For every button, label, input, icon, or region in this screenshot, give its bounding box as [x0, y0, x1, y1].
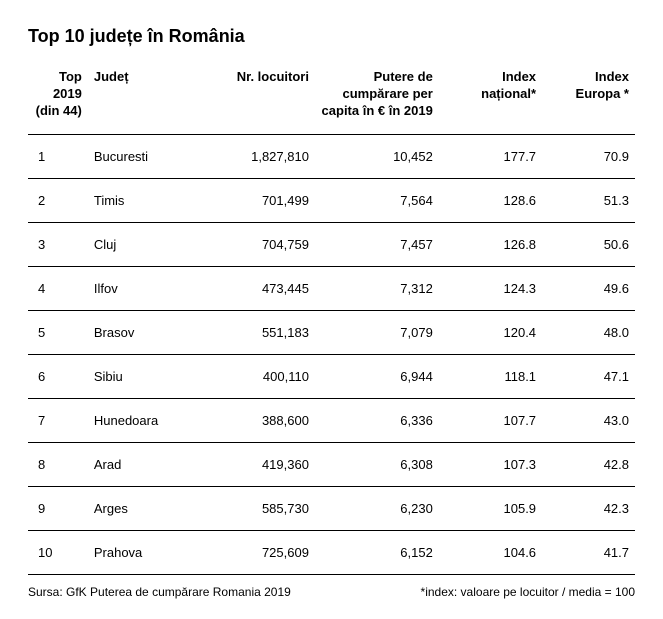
- table-body: 1 Bucuresti 1,827,810 10,452 177.7 70.9 …: [28, 134, 635, 574]
- cell-natidx: 177.7: [439, 134, 542, 178]
- cell-natidx: 118.1: [439, 354, 542, 398]
- cell-judet: Arges: [88, 486, 212, 530]
- cell-euidx: 50.6: [542, 222, 635, 266]
- table-row: 7 Hunedoara 388,600 6,336 107.7 43.0: [28, 398, 635, 442]
- judete-table: Top 2019 (din 44) Județ Nr. locuitori Pu…: [28, 65, 635, 575]
- cell-power: 7,079: [315, 310, 439, 354]
- table-row: 8 Arad 419,360 6,308 107.3 42.8: [28, 442, 635, 486]
- cell-euidx: 42.3: [542, 486, 635, 530]
- table-row: 1 Bucuresti 1,827,810 10,452 177.7 70.9: [28, 134, 635, 178]
- cell-natidx: 128.6: [439, 178, 542, 222]
- col-header-judet: Județ: [88, 65, 212, 134]
- cell-euidx: 47.1: [542, 354, 635, 398]
- cell-natidx: 105.9: [439, 486, 542, 530]
- footer-source: Sursa: GfK Puterea de cumpărare Romania …: [28, 585, 291, 599]
- cell-power: 6,336: [315, 398, 439, 442]
- cell-euidx: 48.0: [542, 310, 635, 354]
- cell-natidx: 107.3: [439, 442, 542, 486]
- cell-pop: 704,759: [212, 222, 315, 266]
- table-footer: Sursa: GfK Puterea de cumpărare Romania …: [28, 575, 635, 599]
- cell-power: 7,457: [315, 222, 439, 266]
- cell-rank: 4: [28, 266, 88, 310]
- table-row: 6 Sibiu 400,110 6,944 118.1 47.1: [28, 354, 635, 398]
- table-row: 9 Arges 585,730 6,230 105.9 42.3: [28, 486, 635, 530]
- cell-judet: Brasov: [88, 310, 212, 354]
- cell-rank: 2: [28, 178, 88, 222]
- cell-rank: 7: [28, 398, 88, 442]
- cell-power: 6,152: [315, 530, 439, 574]
- page-title: Top 10 județe în România: [28, 26, 635, 47]
- col-header-natidx: Index național*: [439, 65, 542, 134]
- cell-judet: Prahova: [88, 530, 212, 574]
- cell-rank: 5: [28, 310, 88, 354]
- cell-power: 7,564: [315, 178, 439, 222]
- table-container: Top 10 județe în România Top 2019 (din 4…: [0, 0, 663, 619]
- cell-euidx: 51.3: [542, 178, 635, 222]
- cell-pop: 400,110: [212, 354, 315, 398]
- col-header-pop: Nr. locuitori: [212, 65, 315, 134]
- cell-euidx: 42.8: [542, 442, 635, 486]
- cell-euidx: 49.6: [542, 266, 635, 310]
- cell-pop: 473,445: [212, 266, 315, 310]
- cell-natidx: 107.7: [439, 398, 542, 442]
- cell-pop: 388,600: [212, 398, 315, 442]
- cell-euidx: 70.9: [542, 134, 635, 178]
- col-header-rank: Top 2019 (din 44): [28, 65, 88, 134]
- cell-judet: Timis: [88, 178, 212, 222]
- col-header-power: Putere de cumpărare per capita în € în 2…: [315, 65, 439, 134]
- cell-natidx: 120.4: [439, 310, 542, 354]
- table-row: 2 Timis 701,499 7,564 128.6 51.3: [28, 178, 635, 222]
- cell-pop: 551,183: [212, 310, 315, 354]
- cell-judet: Arad: [88, 442, 212, 486]
- cell-rank: 6: [28, 354, 88, 398]
- cell-rank: 8: [28, 442, 88, 486]
- cell-judet: Ilfov: [88, 266, 212, 310]
- footer-note: *index: valoare pe locuitor / media = 10…: [421, 585, 635, 599]
- cell-rank: 9: [28, 486, 88, 530]
- cell-euidx: 43.0: [542, 398, 635, 442]
- cell-power: 7,312: [315, 266, 439, 310]
- cell-power: 10,452: [315, 134, 439, 178]
- cell-natidx: 124.3: [439, 266, 542, 310]
- table-row: 3 Cluj 704,759 7,457 126.8 50.6: [28, 222, 635, 266]
- table-row: 10 Prahova 725,609 6,152 104.6 41.7: [28, 530, 635, 574]
- cell-euidx: 41.7: [542, 530, 635, 574]
- cell-judet: Cluj: [88, 222, 212, 266]
- cell-pop: 725,609: [212, 530, 315, 574]
- cell-rank: 1: [28, 134, 88, 178]
- col-header-euidx: Index Europa *: [542, 65, 635, 134]
- table-row: 5 Brasov 551,183 7,079 120.4 48.0: [28, 310, 635, 354]
- table-row: 4 Ilfov 473,445 7,312 124.3 49.6: [28, 266, 635, 310]
- cell-rank: 10: [28, 530, 88, 574]
- cell-pop: 1,827,810: [212, 134, 315, 178]
- cell-power: 6,308: [315, 442, 439, 486]
- cell-power: 6,944: [315, 354, 439, 398]
- cell-pop: 585,730: [212, 486, 315, 530]
- cell-natidx: 126.8: [439, 222, 542, 266]
- cell-natidx: 104.6: [439, 530, 542, 574]
- cell-judet: Bucuresti: [88, 134, 212, 178]
- table-header-row: Top 2019 (din 44) Județ Nr. locuitori Pu…: [28, 65, 635, 134]
- cell-rank: 3: [28, 222, 88, 266]
- cell-judet: Hunedoara: [88, 398, 212, 442]
- cell-pop: 701,499: [212, 178, 315, 222]
- cell-pop: 419,360: [212, 442, 315, 486]
- cell-judet: Sibiu: [88, 354, 212, 398]
- cell-power: 6,230: [315, 486, 439, 530]
